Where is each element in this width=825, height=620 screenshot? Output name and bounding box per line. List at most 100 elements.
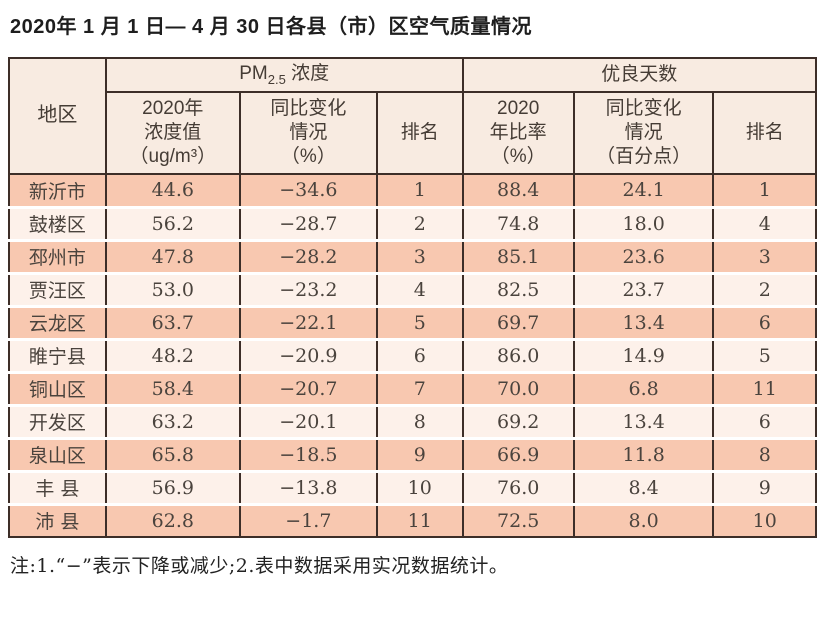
cell-pm-change: −23.2: [238, 271, 377, 306]
footnote: 注:1.“−”表示下降或减少;2.表中数据采用实况数据统计。: [10, 555, 509, 577]
cell-pm-rank: 4: [375, 271, 463, 306]
cell-days-rank: 2: [712, 271, 816, 306]
cell-region: 沛 县: [9, 502, 106, 537]
cell-days-change: 13.4: [572, 403, 714, 438]
cell-days-change: 14.9: [572, 337, 714, 372]
header-pm-rank: 排名: [375, 91, 464, 175]
cell-days-rank: 6: [712, 403, 816, 438]
pm25-subscript: 2.5: [267, 71, 286, 87]
table-row: 铜山区 58.4 −20.7 7 70.0 6.8 11: [9, 370, 816, 405]
cell-days-change: 11.8: [572, 436, 714, 471]
cell-days-rate: 82.5: [461, 271, 574, 306]
table-row: 云龙区 63.7 −22.1 5 69.7 13.4 6: [9, 304, 816, 339]
cell-pm-rank: 7: [375, 370, 463, 405]
cell-days-rank: 10: [712, 502, 816, 537]
table-row: 邳州市 47.8 −28.2 3 85.1 23.6 3: [9, 238, 816, 273]
table-row: 鼓楼区 56.2 −28.7 2 74.8 18.0 4: [9, 205, 816, 240]
cell-pm-rank: 2: [375, 205, 463, 240]
cell-pm-value: 56.9: [104, 469, 240, 504]
table-row: 新沂市 44.6 −34.6 1 88.4 24.1 1: [9, 174, 816, 207]
cell-days-rank: 4: [712, 205, 816, 240]
table-row: 丰 县 56.9 −13.8 10 76.0 8.4 9: [9, 469, 816, 504]
cell-days-rank: 9: [712, 469, 816, 504]
cell-pm-change: −20.7: [238, 370, 377, 405]
table-row: 开发区 63.2 −20.1 8 69.2 13.4 6: [9, 403, 816, 438]
page: 2020年 1 月 1 日— 4 月 30 日各县（市）区空气质量情况 地区 P…: [8, 16, 817, 577]
cell-pm-change: −20.1: [238, 403, 377, 438]
pm25-base: PM: [239, 62, 268, 84]
cell-pm-rank: 8: [375, 403, 463, 438]
cell-pm-change: −28.2: [238, 238, 377, 273]
cell-days-change: 23.6: [572, 238, 714, 273]
cell-days-rate: 88.4: [461, 174, 574, 207]
cell-days-rate: 70.0: [461, 370, 574, 405]
table-row: 贾汪区 53.0 −23.2 4 82.5 23.7 2: [9, 271, 816, 306]
cell-days-rank: 3: [712, 238, 816, 273]
cell-days-rate: 69.2: [461, 403, 574, 438]
cell-pm-value: 63.7: [104, 304, 240, 339]
cell-region: 贾汪区: [9, 271, 106, 306]
cell-days-rate: 72.5: [461, 502, 574, 537]
cell-days-change: 6.8: [572, 370, 714, 405]
cell-pm-rank: 5: [375, 304, 463, 339]
header-region: 地区: [8, 57, 107, 175]
cell-days-rate: 74.8: [461, 205, 574, 240]
cell-region: 新沂市: [9, 174, 106, 207]
table-header: 地区 PM2.5 浓度 优良天数 2020年 浓度值 （ug/m³） 同比变化 …: [8, 57, 817, 175]
cell-region: 泉山区: [9, 436, 106, 471]
cell-region: 睢宁县: [9, 337, 106, 372]
cell-pm-rank: 9: [375, 436, 463, 471]
cell-pm-value: 56.2: [104, 205, 240, 240]
cell-days-change: 13.4: [572, 304, 714, 339]
cell-days-rank: 6: [712, 304, 816, 339]
header-days-rank: 排名: [712, 91, 817, 175]
cell-pm-change: −20.9: [238, 337, 377, 372]
cell-days-change: 8.0: [572, 502, 714, 537]
cell-pm-rank: 10: [375, 469, 463, 504]
cell-pm-value: 47.8: [104, 238, 240, 273]
page-title: 2020年 1 月 1 日— 4 月 30 日各县（市）区空气质量情况: [10, 16, 533, 38]
cell-days-change: 18.0: [572, 205, 714, 240]
pm25-label: 浓度: [285, 62, 330, 84]
cell-region: 邳州市: [9, 238, 106, 273]
header-sub-row: 2020年 浓度值 （ug/m³） 同比变化 情况 （%） 排名 2020 年比…: [9, 91, 817, 175]
cell-pm-value: 65.8: [104, 436, 240, 471]
cell-region: 铜山区: [9, 370, 106, 405]
header-group-pm25: PM2.5 浓度: [104, 57, 464, 93]
cell-pm-value: 48.2: [104, 337, 240, 372]
cell-pm-change: −28.7: [238, 205, 377, 240]
cell-pm-value: 63.2: [104, 403, 240, 438]
header-days-change: 同比变化 情况 （百分点）: [572, 91, 715, 175]
table-row: 沛 县 62.8 −1.7 11 72.5 8.0 10: [9, 502, 816, 537]
cell-days-rank: 5: [712, 337, 816, 372]
cell-pm-change: −13.8: [238, 469, 377, 504]
air-quality-table: 地区 PM2.5 浓度 优良天数 2020年 浓度值 （ug/m³） 同比变化 …: [8, 57, 817, 538]
table-row: 泉山区 65.8 −18.5 9 66.9 11.8 8: [9, 436, 816, 471]
cell-pm-value: 58.4: [104, 370, 240, 405]
cell-days-rate: 66.9: [461, 436, 574, 471]
cell-pm-change: −18.5: [238, 436, 377, 471]
cell-days-change: 8.4: [572, 469, 714, 504]
cell-days-rate: 69.7: [461, 304, 574, 339]
header-pm-change: 同比变化 情况 （%）: [238, 91, 378, 175]
cell-pm-value: 44.6: [104, 174, 240, 207]
cell-region: 开发区: [9, 403, 106, 438]
cell-pm-rank: 11: [375, 502, 463, 537]
cell-pm-rank: 3: [375, 238, 463, 273]
cell-days-rate: 85.1: [461, 238, 574, 273]
table-row: 睢宁县 48.2 −20.9 6 86.0 14.9 5: [9, 337, 816, 372]
cell-days-rate: 86.0: [461, 337, 574, 372]
header-days-rate: 2020 年比率 （%）: [461, 91, 575, 175]
header-group-row: 地区 PM2.5 浓度 优良天数: [8, 57, 817, 175]
cell-days-rank: 8: [712, 436, 816, 471]
cell-pm-value: 62.8: [104, 502, 240, 537]
cell-pm-change: −34.6: [238, 174, 377, 207]
cell-days-rank: 1: [712, 174, 816, 207]
cell-days-change: 23.7: [572, 271, 714, 306]
cell-region: 鼓楼区: [9, 205, 106, 240]
cell-days-rank: 11: [712, 370, 816, 405]
cell-days-change: 24.1: [572, 174, 714, 207]
cell-pm-rank: 1: [375, 174, 463, 207]
cell-pm-change: −22.1: [238, 304, 377, 339]
cell-pm-value: 53.0: [104, 271, 240, 306]
